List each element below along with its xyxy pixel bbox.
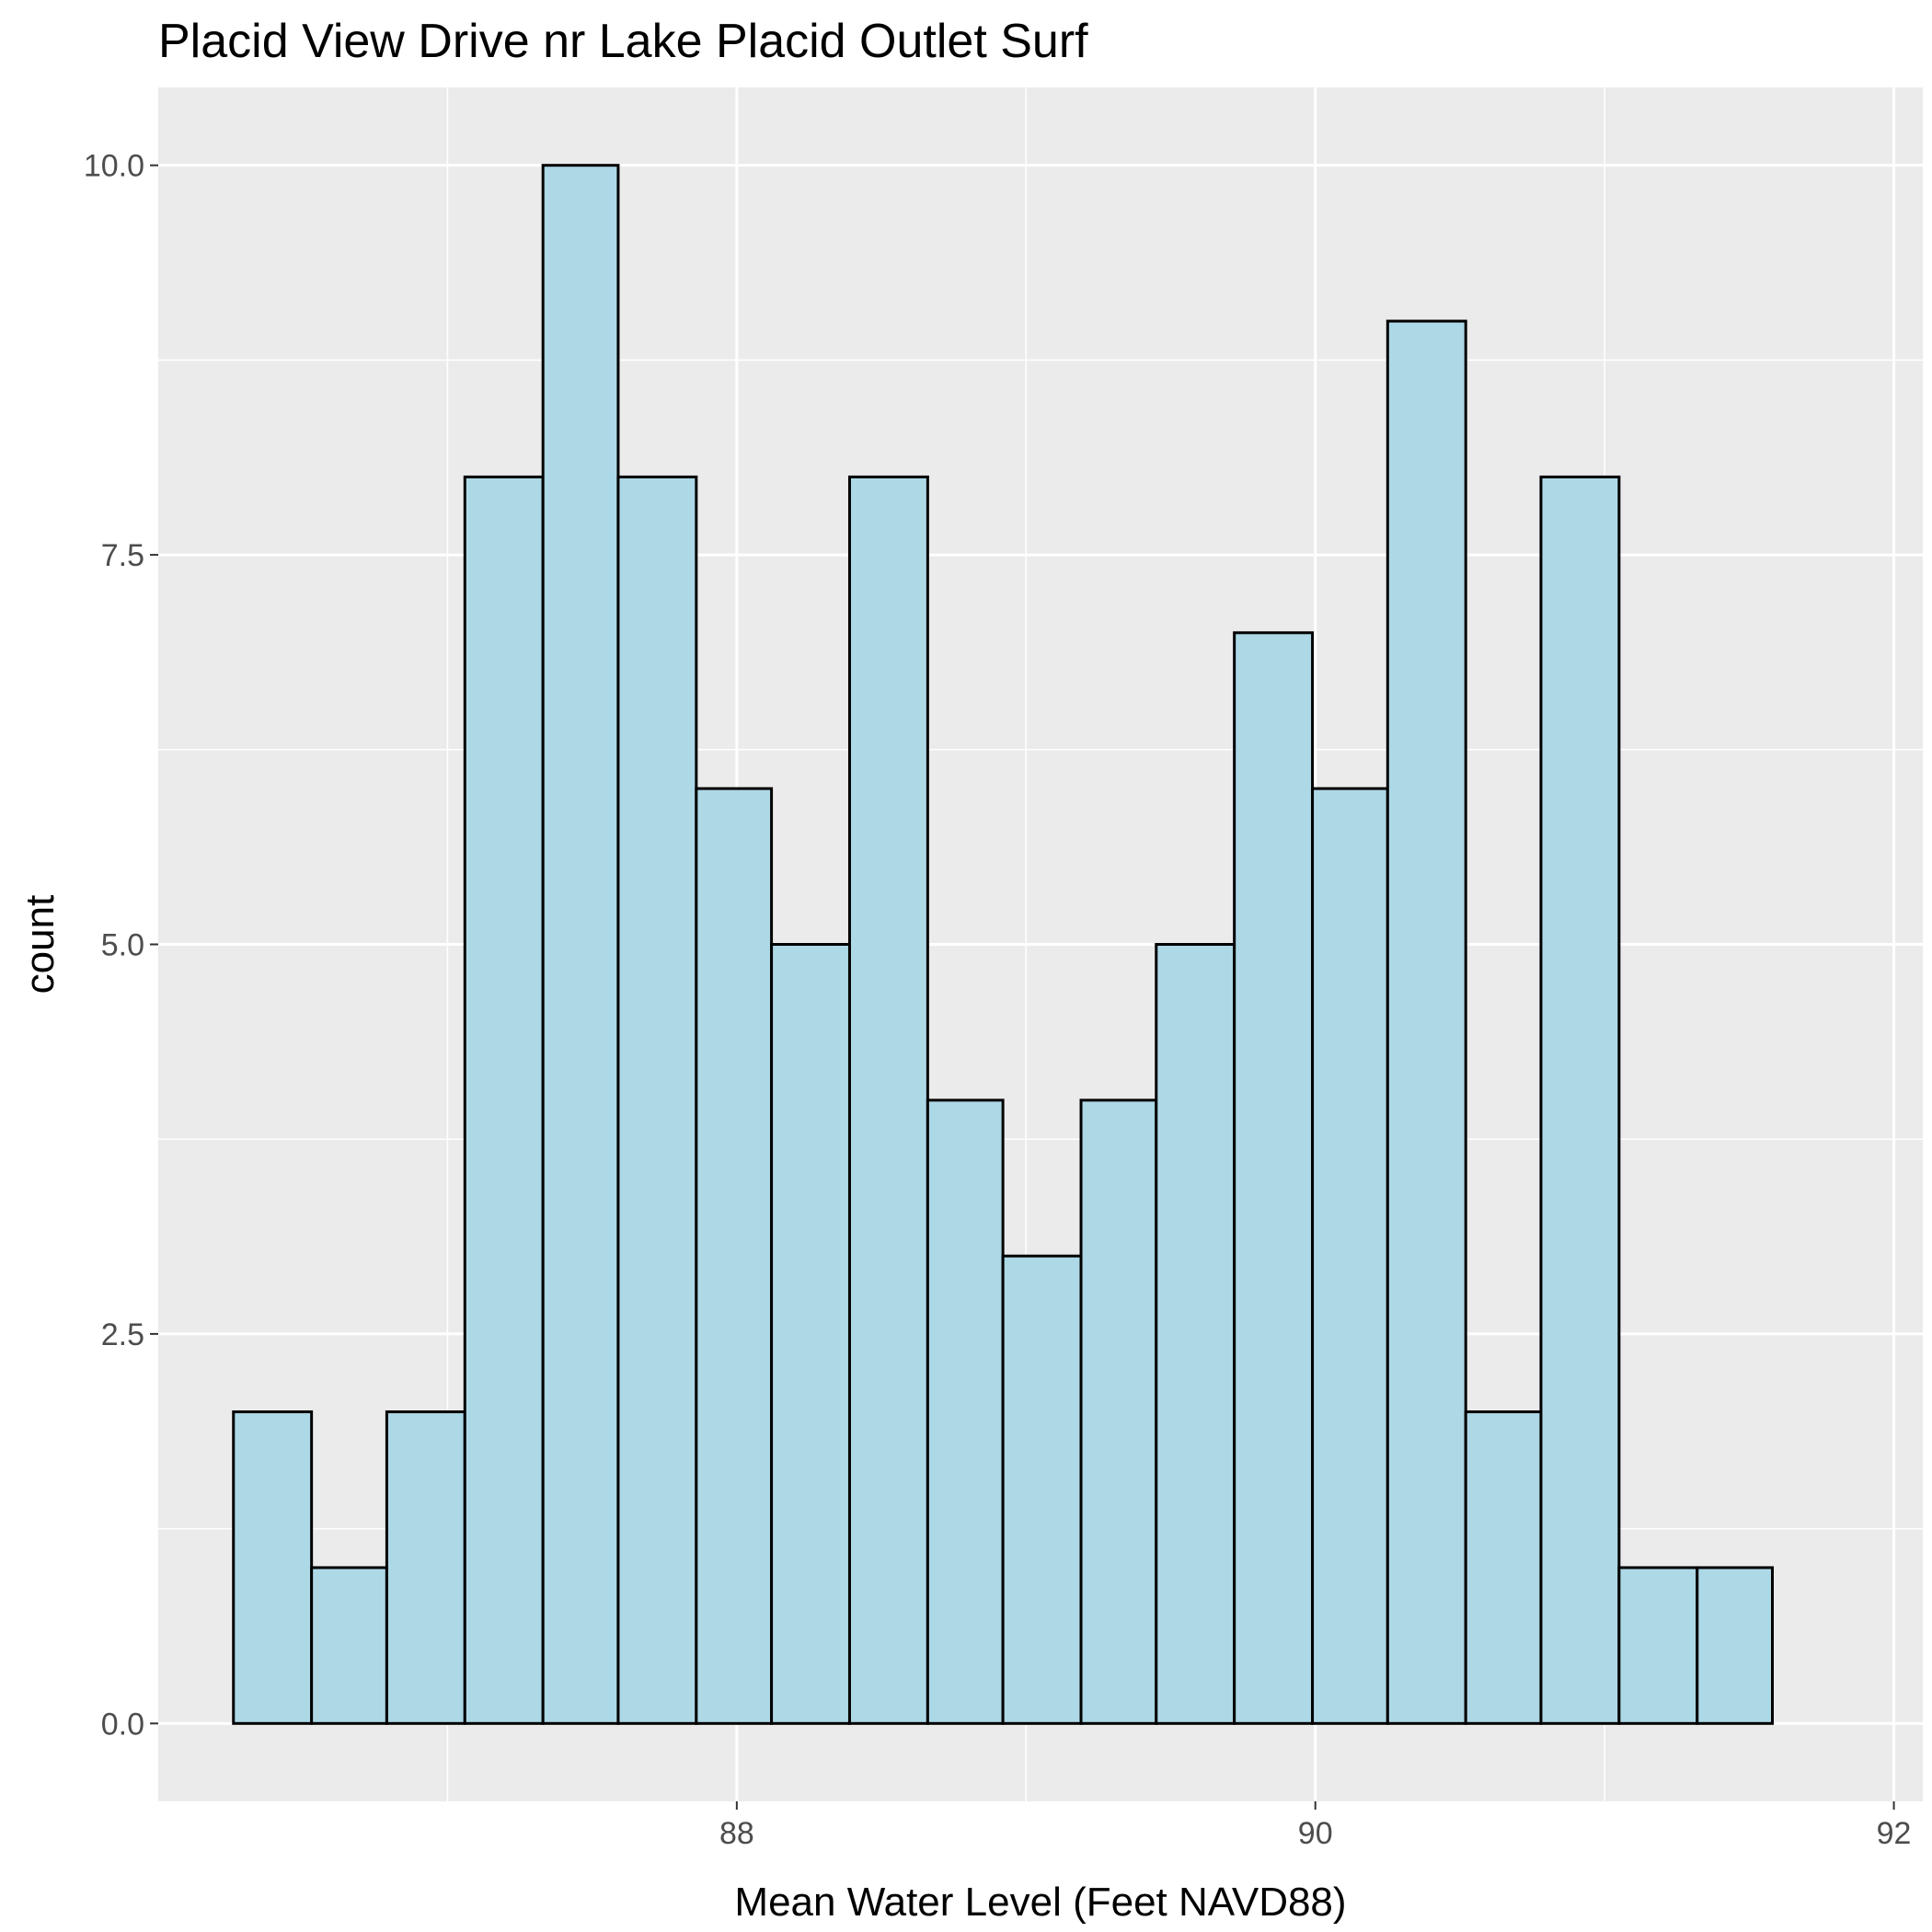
y-tick-label: 10.0 xyxy=(84,149,144,184)
y-tick-label: 0.0 xyxy=(101,1707,144,1742)
x-axis-title: Mean Water Level (Feet NAVD88) xyxy=(734,1880,1346,1925)
chart-title: Placid View Drive nr Lake Placid Outlet … xyxy=(158,15,1088,68)
x-tick-label: 92 xyxy=(1877,1816,1912,1851)
histogram-bar xyxy=(385,1410,466,1725)
y-tick-label: 2.5 xyxy=(101,1317,144,1352)
histogram-bar xyxy=(695,787,774,1725)
histogram-bar xyxy=(1233,631,1315,1725)
histogram-bar xyxy=(1386,319,1467,1725)
histogram-bar xyxy=(847,475,929,1725)
histogram-bar xyxy=(1539,475,1621,1725)
histogram-bar xyxy=(770,943,851,1725)
histogram-bar xyxy=(310,1566,388,1725)
histogram-bar xyxy=(541,164,620,1725)
y-axis-title: count xyxy=(17,895,63,995)
y-tick-label: 5.0 xyxy=(101,928,144,963)
histogram-bar xyxy=(616,475,698,1725)
histogram-bar xyxy=(1311,787,1389,1725)
histogram-bar xyxy=(1617,1566,1699,1725)
y-axis: 0.0 2.5 5.0 7.5 10.0 xyxy=(84,149,158,1742)
histogram-bar xyxy=(926,1098,1005,1725)
histogram-bar xyxy=(1696,1566,1774,1725)
histogram-bar xyxy=(463,475,545,1725)
histogram-bar xyxy=(1079,1098,1158,1725)
x-tick-label: 88 xyxy=(719,1816,754,1851)
histogram-bars xyxy=(232,164,1774,1725)
y-tick-label: 7.5 xyxy=(101,538,144,573)
histogram-bar xyxy=(232,1410,314,1725)
x-tick-label: 90 xyxy=(1298,1816,1333,1851)
histogram-bar xyxy=(1155,943,1236,1725)
histogram-bar xyxy=(1464,1410,1543,1725)
histogram-bar xyxy=(1001,1254,1083,1725)
x-axis: 88 90 92 xyxy=(719,1801,1912,1851)
